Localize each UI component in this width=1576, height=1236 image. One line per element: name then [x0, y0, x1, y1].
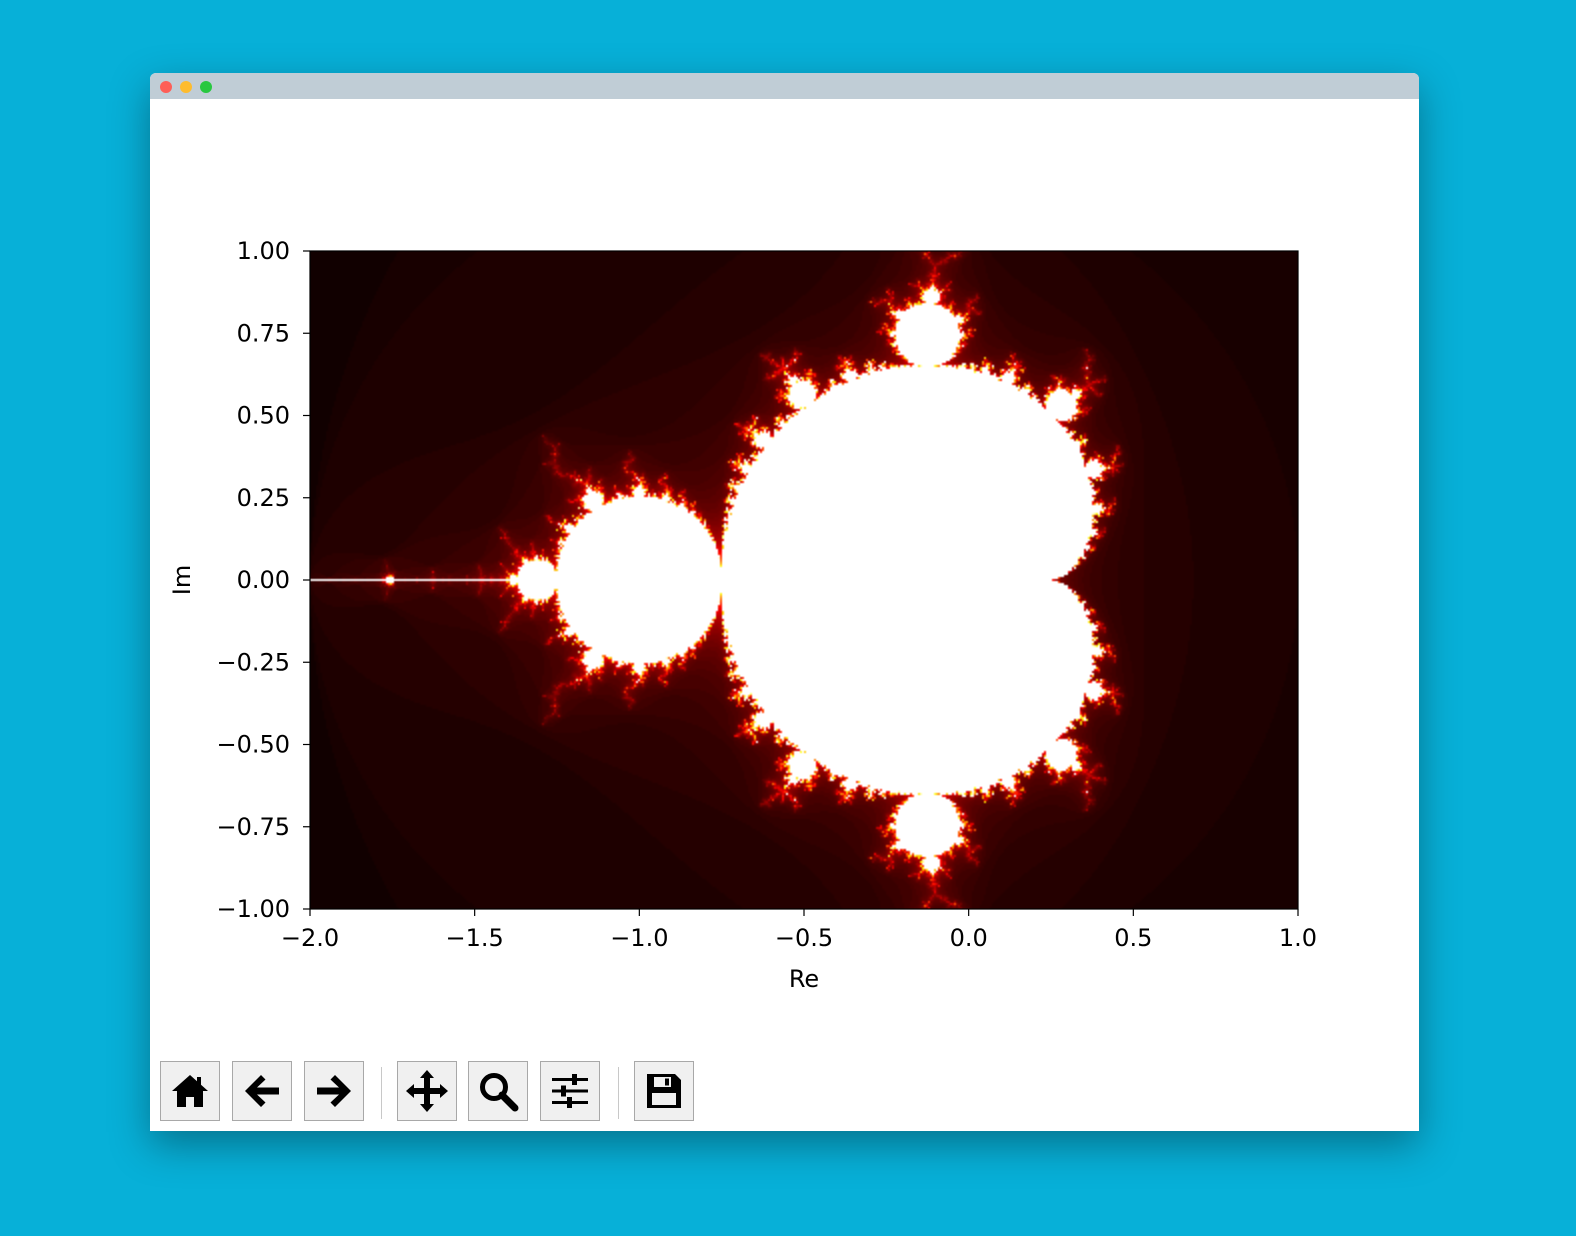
home-button[interactable] — [160, 1061, 220, 1121]
x-tick-label: 0.5 — [1114, 924, 1152, 952]
figure-window: −2.0 −1.5 −1.0 −0.5 0.0 0.5 1.0 1.00 0.75 0.50 0.… — [150, 73, 1419, 1131]
mandelbrot-plot[interactable]: −2.0 −1.5 −1.0 −0.5 0.0 0.5 1.0 1.00 0.75 0.50 0.… — [150, 99, 1419, 1059]
y-axis-label: Im — [168, 565, 196, 595]
sliders-icon — [552, 1074, 588, 1108]
figure-canvas[interactable]: −2.0 −1.5 −1.0 −0.5 0.0 0.5 1.0 1.00 0.75 0.50 0.… — [150, 99, 1419, 1059]
maximize-icon[interactable] — [200, 81, 212, 93]
y-tick-label: 0.75 — [237, 319, 290, 347]
zoom-button[interactable] — [468, 1061, 528, 1121]
x-tick-label: −1.5 — [446, 924, 504, 952]
y-tick-label: −0.50 — [216, 731, 290, 759]
y-tick-label: −1.00 — [216, 895, 290, 923]
move-icon — [406, 1070, 448, 1112]
x-tick-label: 1.0 — [1279, 924, 1317, 952]
save-button[interactable] — [634, 1061, 694, 1121]
x-tick-label: −1.0 — [610, 924, 668, 952]
toolbar-separator — [618, 1067, 619, 1119]
mandelbrot-image — [310, 251, 1298, 909]
x-tick-label: −0.5 — [775, 924, 833, 952]
subplots-button[interactable] — [540, 1061, 600, 1121]
y-tick-label: −0.75 — [216, 813, 290, 841]
arrow-left-icon — [245, 1075, 279, 1107]
y-tick-label: 1.00 — [237, 237, 290, 265]
magnifier-icon — [480, 1073, 519, 1112]
y-tick-label: 0.50 — [237, 402, 290, 430]
floppy-icon — [647, 1074, 681, 1108]
y-tick-label: 0.25 — [237, 484, 290, 512]
back-button[interactable] — [232, 1061, 292, 1121]
forward-button[interactable] — [304, 1061, 364, 1121]
home-icon — [172, 1075, 208, 1107]
toolbar-separator — [381, 1067, 382, 1119]
x-tick-label: −2.0 — [281, 924, 339, 952]
close-icon[interactable] — [160, 81, 172, 93]
minimize-icon[interactable] — [180, 81, 192, 93]
y-tick-label: 0.00 — [237, 566, 290, 594]
arrow-right-icon — [317, 1075, 351, 1107]
y-tick-label: −0.25 — [216, 648, 290, 676]
y-axis: 1.00 0.75 0.50 0.25 0.00 −0.25 −0.50 −0.75 −1.00 — [216, 237, 310, 923]
x-tick-label: 0.0 — [950, 924, 988, 952]
pan-button[interactable] — [397, 1061, 457, 1121]
title-bar — [150, 73, 1419, 99]
x-axis-label: Re — [789, 965, 819, 993]
navigation-toolbar — [150, 1059, 1419, 1131]
x-axis: −2.0 −1.5 −1.0 −0.5 0.0 0.5 1.0 — [281, 909, 1317, 952]
